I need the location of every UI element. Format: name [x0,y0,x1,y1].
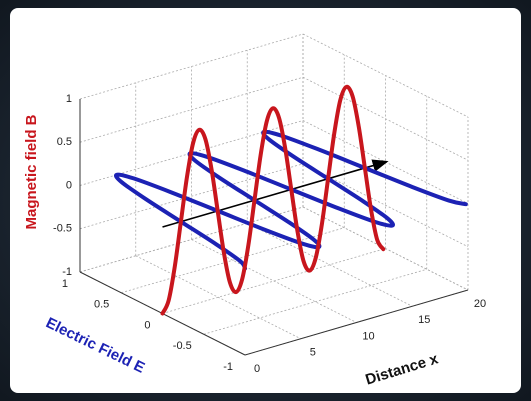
z-tick-label: 0.5 [57,136,72,148]
axis-line [244,289,469,356]
grid-line [79,163,304,230]
x-tick-label: 0 [254,363,260,375]
y-tick-label: 1 [62,278,68,290]
grid-line [302,206,469,291]
grid-line [247,222,413,307]
grid-line [162,248,386,314]
y-tick-label: 0 [144,319,150,331]
y-tick-label: -0.5 [173,340,192,352]
z-tick-label: 0 [66,179,72,191]
wave-line [160,84,386,316]
z-tick-label: 1 [66,93,72,105]
z-axis-label: Magnetic field B [23,114,40,229]
grid-line [302,163,469,248]
grid-line [135,255,301,340]
grid-line [79,33,304,100]
y-tick-label: -1 [223,361,233,373]
x-tick-label: 10 [362,330,374,342]
z-tick-label: -0.5 [53,223,72,235]
grid-line [121,227,345,294]
grid-line [302,76,469,161]
x-tick-label: 15 [418,314,430,326]
grid-line [79,76,304,143]
grid-line [302,33,469,118]
propagation-arrow [162,159,389,228]
y-tick-label: 0.5 [94,299,109,311]
grid-line [203,268,427,335]
grid-line [79,206,304,273]
x-tick-label: 20 [474,298,486,310]
z-tick-label: -1 [62,266,72,278]
panel [10,8,521,393]
x-tick-label: 5 [310,347,316,359]
